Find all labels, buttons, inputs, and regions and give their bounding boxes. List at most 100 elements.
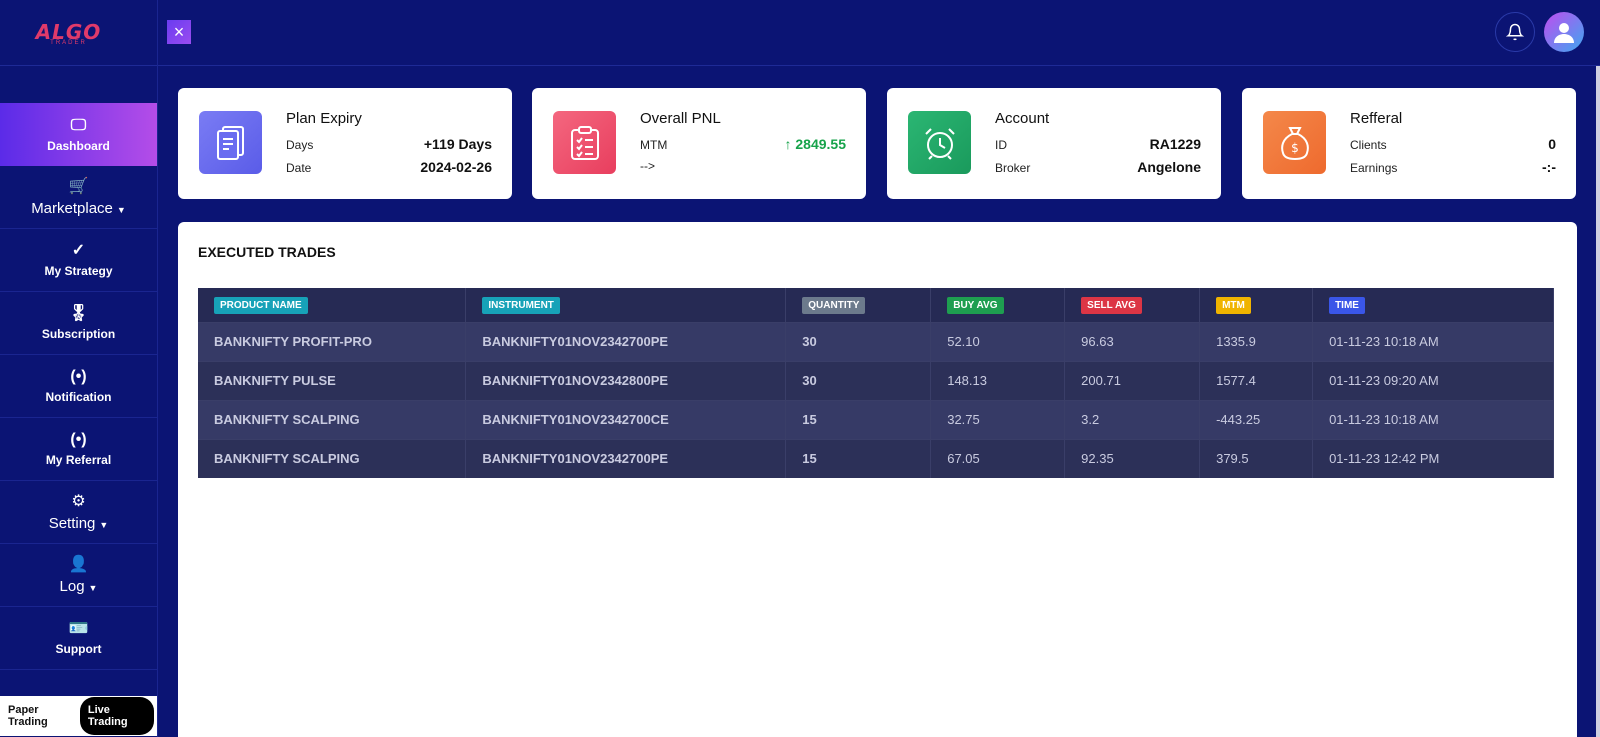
notification-button[interactable] xyxy=(1495,12,1535,52)
table-cell: 1335.9 xyxy=(1199,321,1314,361)
table-cell: 148.13 xyxy=(930,360,1066,400)
caret-down-icon: ▼ xyxy=(99,519,109,530)
table-cell: BANKNIFTY PULSE xyxy=(198,360,467,400)
table-cell: BANKNIFTY01NOV2342700PE xyxy=(465,438,787,478)
table-cell: BANKNIFTY01NOV2342700CE xyxy=(465,399,787,439)
table-row[interactable]: BANKNIFTY SCALPING BANKNIFTY01NOV2342700P… xyxy=(198,438,1554,478)
user-link-icon: 👤 xyxy=(68,555,89,573)
table-cell: -443.25 xyxy=(1199,399,1314,439)
card-title: Refferal xyxy=(1350,110,1403,127)
sidebar-item-log[interactable]: 👤 Log ▼ xyxy=(0,544,157,607)
sidebar-item-label: My Strategy xyxy=(44,264,113,278)
broadcast-icon: (•) xyxy=(70,431,87,448)
table-cell: BANKNIFTY01NOV2342800PE xyxy=(465,360,787,400)
clients-label: Clients xyxy=(1350,138,1387,152)
live-trading-option[interactable]: Live Trading xyxy=(79,697,154,735)
table-cell: 15 xyxy=(785,438,932,478)
table-cell: BANKNIFTY SCALPING xyxy=(198,399,467,439)
close-sidebar-button[interactable]: × xyxy=(167,20,191,44)
sidebar-nav: 🖵 Dashboard 🛒 Marketplace ▼ ✓ My Strategy 🎖 Subs… xyxy=(0,103,157,670)
column-header: BUY AVG xyxy=(930,288,1066,322)
clients-value: 0 xyxy=(1548,136,1556,152)
sidebar-item-marketplace[interactable]: 🛒 Marketplace ▼ xyxy=(0,166,157,229)
paper-trading-option[interactable]: Paper Trading xyxy=(8,704,48,728)
date-label: Date xyxy=(286,161,312,175)
account-id-value: RA1229 xyxy=(1149,136,1201,152)
column-header-badge: INSTRUMENT xyxy=(482,296,560,314)
column-header-badge: PRODUCT NAME xyxy=(214,296,308,314)
pnl-arrow-label: --> xyxy=(640,159,655,173)
broker-label: Broker xyxy=(995,161,1031,175)
user-icon xyxy=(1554,23,1574,43)
column-header-badge: BUY AVG xyxy=(947,296,1004,314)
sidebar-item-notification[interactable]: (•) Notification xyxy=(0,355,157,418)
award-icon: 🎖 xyxy=(68,305,89,322)
sidebar-item-label: My Referral xyxy=(45,453,112,467)
column-header: MTM xyxy=(1199,288,1314,322)
sidebar-item-my-referral[interactable]: (•) My Referral xyxy=(0,418,157,481)
logo-subtext: TRADER xyxy=(50,39,87,46)
sidebar-item-setting[interactable]: ⚙ Setting ▼ xyxy=(0,481,157,544)
column-header-badge: MTM xyxy=(1216,296,1251,314)
table-cell: BANKNIFTY SCALPING xyxy=(198,438,467,478)
svg-text:$: $ xyxy=(1291,141,1299,155)
table-cell: 01-11-23 09:20 AM xyxy=(1312,360,1554,400)
card-title: Account xyxy=(995,110,1050,127)
plan-expiry-card: Plan Expiry Days +119 Days Date 2024-02-26 xyxy=(178,88,512,199)
table-row[interactable]: BANKNIFTY PULSE BANKNIFTY01NOV2342800PE 30… xyxy=(198,360,1554,400)
sidebar-item-label: Dashboard xyxy=(47,138,110,153)
table-cell: 01-11-23 10:18 AM xyxy=(1312,399,1554,439)
check-circle-icon: ✓ xyxy=(71,242,86,259)
earnings-value: -:- xyxy=(1542,159,1556,175)
arrow-up-icon: ↑ xyxy=(784,136,796,152)
table-row[interactable]: BANKNIFTY PROFIT-PRO BANKNIFTY01NOV234270… xyxy=(198,321,1554,361)
sidebar-item-label: Marketplace ▼ xyxy=(31,199,126,217)
table-cell: 200.71 xyxy=(1064,360,1201,400)
broadcast-icon: (•) xyxy=(70,368,87,385)
table-cell: 67.05 xyxy=(930,438,1066,478)
table-cell: 01-11-23 10:18 AM xyxy=(1312,321,1554,361)
monitor-icon: 🖵 xyxy=(70,116,87,134)
table-cell: 30 xyxy=(785,321,932,361)
sidebar-item-my-strategy[interactable]: ✓ My Strategy xyxy=(0,229,157,292)
card-title: Plan Expiry xyxy=(286,110,362,127)
sidebar-item-dashboard[interactable]: 🖵 Dashboard xyxy=(0,103,157,166)
broker-value: Angelone xyxy=(1137,159,1201,175)
account-card: Account ID RA1229 Broker Angelone xyxy=(887,88,1221,199)
table-cell: 32.75 xyxy=(930,399,1066,439)
sidebar: ALGO TRADER 🖵 Dashboard 🛒 Marketplace ▼ ✓ My S… xyxy=(0,0,158,737)
column-header: QUANTITY xyxy=(785,288,932,322)
date-value: 2024-02-26 xyxy=(420,159,492,175)
logo-text: ALGO xyxy=(35,19,102,44)
table-cell: BANKNIFTY01NOV2342700PE xyxy=(465,321,787,361)
trading-mode-toggle[interactable]: Paper Trading Live Trading xyxy=(0,696,157,736)
id-card-icon: 🪪 xyxy=(68,620,89,637)
bell-icon xyxy=(1506,23,1524,41)
table-cell: 96.63 xyxy=(1064,321,1201,361)
table-cell: 1577.4 xyxy=(1199,360,1314,400)
sidebar-item-label: Subscription xyxy=(41,327,116,341)
table-cell: 379.5 xyxy=(1199,438,1314,478)
logo[interactable]: ALGO TRADER xyxy=(0,0,157,66)
days-value: +119 Days xyxy=(423,136,492,152)
sidebar-item-subscription[interactable]: 🎖 Subscription xyxy=(0,292,157,355)
referral-card: $ Refferal Clients 0 Earnings -:- xyxy=(1242,88,1576,199)
table-body: BANKNIFTY PROFIT-PRO BANKNIFTY01NOV234270… xyxy=(198,321,1554,478)
column-header: PRODUCT NAME xyxy=(198,288,467,322)
table-cell: 52.10 xyxy=(930,321,1066,361)
days-label: Days xyxy=(286,138,314,152)
table-row[interactable]: BANKNIFTY SCALPING BANKNIFTY01NOV2342700C… xyxy=(198,399,1554,439)
executed-trades-panel: EXECUTED TRADES PRODUCT NAME INSTRUMENT QU… xyxy=(178,222,1577,737)
column-header: INSTRUMENT xyxy=(465,288,787,322)
caret-down-icon: ▼ xyxy=(88,582,98,593)
money-bag-icon: $ xyxy=(1263,111,1326,174)
earnings-label: Earnings xyxy=(1350,161,1398,175)
avatar[interactable] xyxy=(1544,12,1584,52)
sidebar-item-label: Notification xyxy=(45,390,112,404)
sidebar-item-support[interactable]: 🪪 Support xyxy=(0,607,157,670)
trades-table: PRODUCT NAME INSTRUMENT QUANTITY BUY AVG SEL… xyxy=(198,288,1554,478)
table-cell: 92.35 xyxy=(1064,438,1201,478)
table-cell: 3.2 xyxy=(1064,399,1201,439)
column-header-badge: SELL AVG xyxy=(1081,296,1142,314)
page-scrollbar[interactable] xyxy=(1596,66,1600,737)
